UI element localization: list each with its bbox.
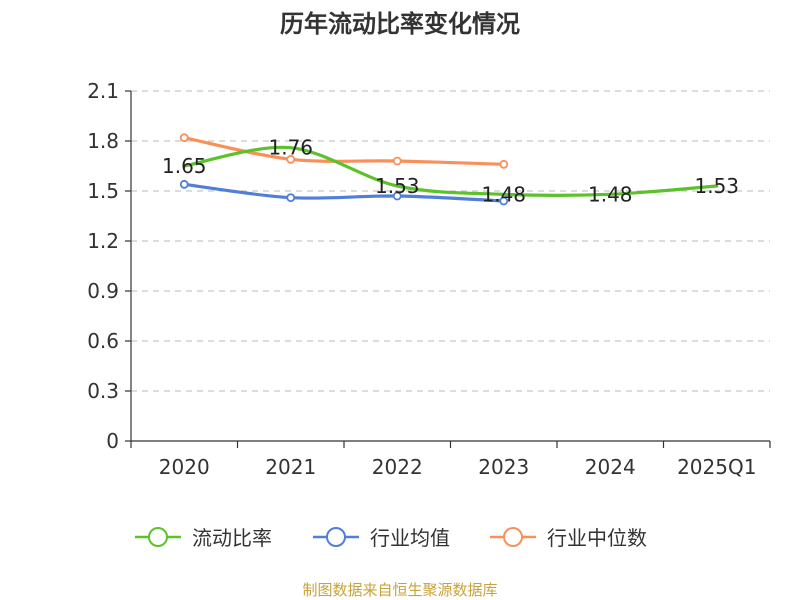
y-tick-label: 0.9 (87, 279, 119, 303)
data-label: 1.48 (588, 182, 633, 206)
series-line (182, 182, 506, 203)
y-tick-label: 1.5 (87, 179, 119, 203)
y-tick-label: 0.3 (87, 379, 119, 403)
legend-label: 流动比率 (192, 526, 272, 550)
data-label: 1.53 (694, 174, 739, 198)
y-tick-label: 2.1 (87, 79, 119, 103)
legend: 流动比率 行业均值 行业中位数 (135, 526, 647, 550)
grid-lines (131, 90, 770, 392)
x-tick-label: 2023 (478, 455, 529, 479)
data-label: 1.53 (375, 174, 420, 198)
series-line (182, 136, 506, 166)
x-tick-label: 2025Q1 (677, 455, 756, 479)
y-tick-label: 1.2 (87, 229, 119, 253)
y-tick-label: 0 (106, 429, 119, 453)
axes: 0 0.3 0.6 0.9 1.2 1.5 1.8 2.1 2020 2021 2022 2023 20… (87, 79, 771, 479)
legend-item: 行业中位数 (490, 526, 647, 550)
data-point (392, 156, 402, 166)
legend-marker (326, 527, 346, 547)
data-label: 1.76 (268, 136, 313, 160)
data-point (179, 133, 189, 143)
y-tick-label: 0.6 (87, 329, 119, 353)
legend-marker (148, 527, 168, 547)
x-tick-label: 2021 (265, 455, 316, 479)
legend-label: 行业中位数 (547, 526, 647, 550)
legend-item: 流动比率 (135, 526, 272, 550)
chart-title: 历年流动比率变化情况 (280, 10, 520, 38)
legend-label: 行业均值 (370, 526, 450, 550)
y-tick-label: 1.8 (87, 129, 119, 153)
x-tick-label: 2020 (159, 455, 210, 479)
series-0 (182, 145, 719, 197)
series-1 (179, 179, 509, 206)
data-point (392, 191, 402, 201)
x-tick-label: 2022 (372, 455, 423, 479)
source-note: 制图数据来自恒生聚源数据库 (302, 581, 497, 599)
data-point (286, 154, 296, 164)
data-labels: 1.65 1.76 1.53 1.48 1.48 1.53 (162, 136, 739, 207)
series-layer (179, 133, 719, 206)
data-label: 1.65 (162, 154, 207, 178)
x-tick-label: 2024 (585, 455, 636, 479)
legend-marker (503, 527, 523, 547)
data-point (499, 196, 509, 206)
legend-item: 行业均值 (313, 526, 450, 550)
data-point (286, 193, 296, 203)
data-point (179, 179, 189, 189)
series-line (182, 145, 719, 197)
data-point (499, 159, 509, 169)
series-2 (179, 133, 509, 169)
data-label: 1.48 (481, 182, 526, 206)
